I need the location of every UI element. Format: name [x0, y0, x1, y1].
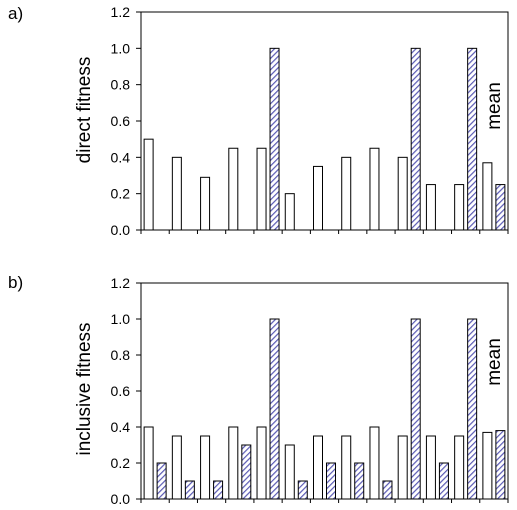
bar-open — [143, 426, 154, 500]
bar-hatched — [297, 480, 308, 500]
y-tick-label: 0.2 — [111, 455, 131, 471]
bar-hatched — [326, 462, 336, 500]
bar-hatched — [213, 480, 224, 500]
bar-hatched — [156, 462, 167, 500]
y-tick-label: 0.4 — [111, 149, 131, 165]
bar-open — [200, 435, 211, 500]
y-tick-label: 0.4 — [111, 419, 131, 435]
bar-open — [228, 147, 239, 231]
bar-open — [313, 165, 323, 231]
plot-frame — [140, 282, 509, 500]
bar-hatched — [241, 444, 252, 500]
panel-b: b) inclusive fitness mean 0.0 0.2 0.4 0.6 0.… — [8, 273, 509, 507]
bar-open — [313, 435, 323, 500]
bar-open — [143, 138, 154, 231]
bar-open — [341, 435, 352, 500]
y-tick-label: 0.2 — [111, 186, 131, 202]
bar-open — [425, 435, 436, 500]
bar-open — [454, 184, 465, 231]
bar-open — [397, 156, 408, 231]
y-axis-label: direct fitness — [74, 57, 95, 164]
bar-hatched — [410, 47, 421, 231]
bar-open — [369, 147, 380, 231]
bar-hatched — [495, 184, 506, 231]
panel-label: b) — [8, 273, 23, 292]
bar-open — [171, 156, 182, 231]
bar-open — [284, 444, 295, 500]
y-tick-label: 0.6 — [111, 113, 131, 129]
bar-open — [369, 426, 380, 500]
y-tick-label: 0.0 — [111, 491, 131, 507]
bar-open — [284, 193, 295, 231]
mean-annotation: mean — [484, 82, 505, 130]
y-tick-label: 1.0 — [111, 311, 131, 327]
y-axis-label: inclusive fitness — [74, 322, 95, 455]
bar-open — [454, 435, 465, 500]
bar-open — [256, 426, 267, 500]
y-tick-label: 0.0 — [111, 222, 131, 238]
bar-hatched — [438, 462, 449, 500]
y-tick-label: 1.0 — [111, 40, 131, 56]
panel-a: a) direct fitness mean 0.0 0.2 0.4 0.6 0.8 1.… — [8, 4, 509, 238]
bar-open — [256, 147, 267, 231]
bar-hatched — [410, 318, 421, 500]
plot-frame — [140, 11, 509, 231]
bar-hatched — [354, 462, 365, 500]
bar-hatched — [467, 47, 478, 231]
bar-hatched — [495, 430, 506, 500]
bar-open — [171, 435, 182, 500]
bar-open — [341, 156, 352, 231]
y-tick-label: 0.8 — [111, 77, 131, 93]
bar-hatched — [269, 318, 280, 500]
bar-open — [482, 162, 493, 231]
y-tick-label: 1.2 — [111, 4, 131, 20]
mean-annotation: mean — [484, 338, 505, 386]
bar-open — [482, 431, 493, 500]
bar-hatched — [269, 47, 280, 231]
bar-open — [228, 426, 239, 500]
bar-open — [200, 176, 211, 231]
bar-open — [425, 184, 436, 231]
bar-open — [397, 435, 408, 500]
bar-hatched — [467, 318, 478, 500]
y-tick-label: 0.8 — [111, 347, 131, 363]
y-tick-label: 1.2 — [111, 275, 131, 291]
bar-hatched — [382, 480, 393, 500]
panel-label: a) — [8, 4, 23, 23]
y-tick-label: 0.6 — [111, 383, 131, 399]
bar-hatched — [184, 480, 195, 500]
